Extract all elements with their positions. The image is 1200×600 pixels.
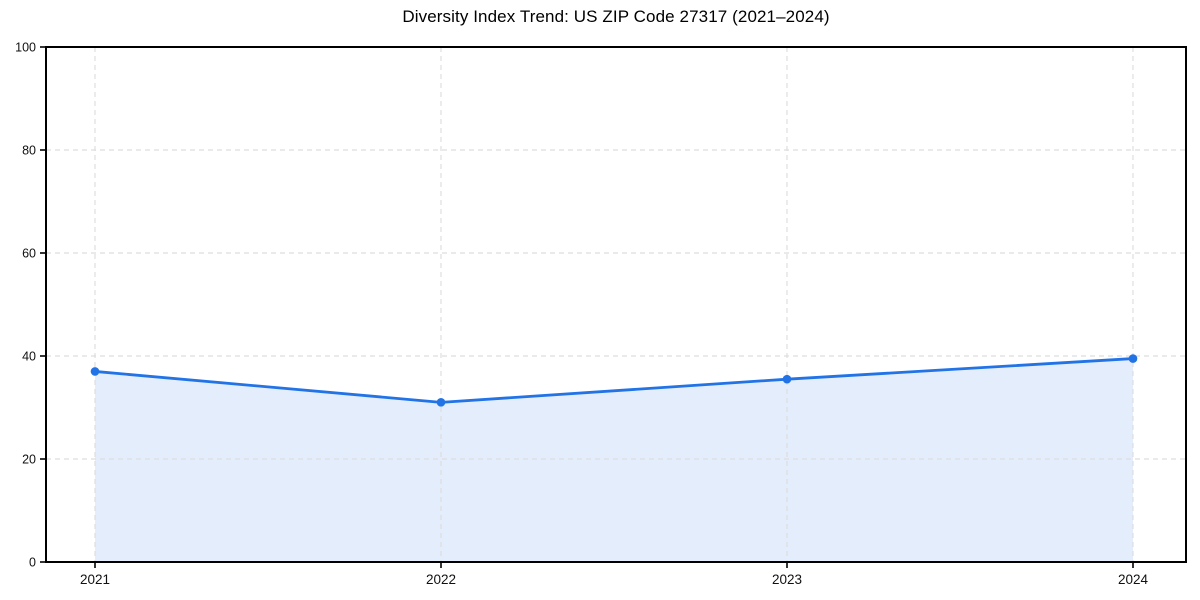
x-tick-label: 2022: [426, 572, 456, 587]
x-tick-label: 2024: [1118, 572, 1149, 587]
y-tick-label: 20: [22, 453, 36, 467]
data-point-marker: [436, 398, 446, 407]
y-tick-label: 100: [15, 41, 36, 55]
x-tick-label: 2021: [80, 572, 110, 587]
x-tick-label: 2023: [772, 572, 802, 587]
data-point-marker: [90, 367, 100, 376]
area-fill: [95, 358, 1133, 562]
chart-title: Diversity Index Trend: US ZIP Code 27317…: [402, 7, 830, 26]
y-tick-label: 60: [22, 247, 36, 261]
data-point-marker: [782, 374, 792, 384]
plot-border: [45, 46, 1187, 563]
y-tick-label: 0: [29, 556, 36, 570]
y-tick-label: 80: [22, 144, 36, 158]
trend-line: [93, 357, 1135, 404]
y-tick-label: 40: [22, 350, 36, 364]
data-point-marker: [1128, 354, 1138, 363]
